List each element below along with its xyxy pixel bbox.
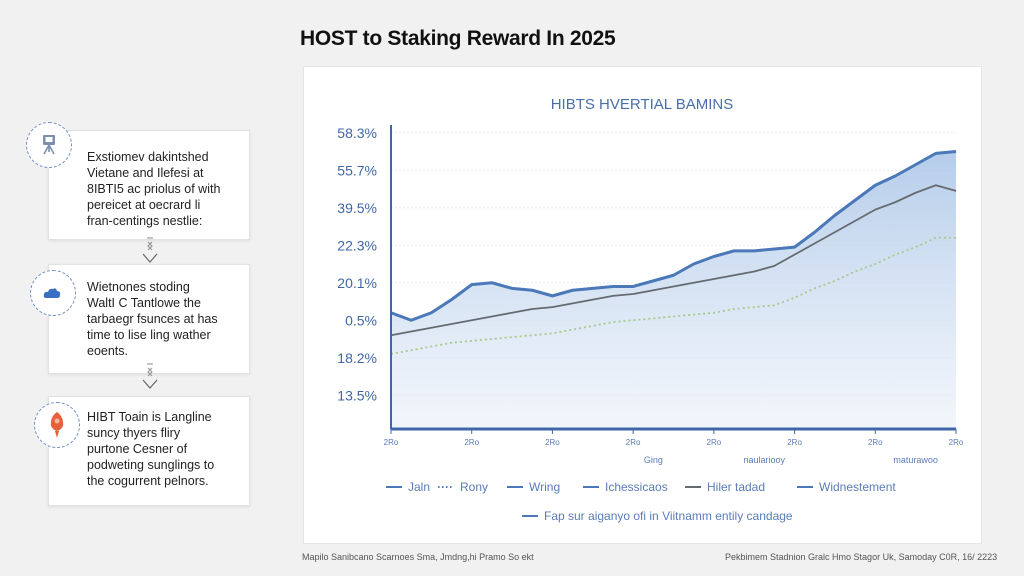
x-annotation: naulariooy [744, 455, 786, 465]
line-area-chart: HIBTS HVERTIAL BAMINS 58.3% 55.7% 39.5% 22.… [337, 96, 964, 523]
legend-label: Fap sur aiganyo ofi in Viitnamm entily c… [544, 509, 793, 523]
tripod-icon [26, 122, 72, 168]
x-tick-label: 2Ro [707, 438, 722, 447]
legend-item: Widnestement [797, 480, 896, 494]
step-1-line: 8IBTI5 ac priolus of with [87, 182, 221, 196]
cloud-icon [30, 270, 76, 316]
step-3-line: podweting sunglings to [87, 458, 215, 472]
x-tick-label: 2Ro [868, 438, 883, 447]
step-3-line: purtone Cesner of [87, 442, 188, 456]
legend-label: Jaln [408, 480, 430, 494]
step-1-line: Exstiomev dakintshed [87, 150, 209, 164]
x-tick-label: 2Ro [626, 438, 641, 447]
footer-credit: Pekbimem Stadnion Gralc Hmo Stagor Uk, S… [725, 552, 998, 562]
step-2-line: Wietnones stoding [87, 280, 190, 294]
y-tick-label: 13.5% [337, 387, 377, 403]
step-2-line: eoents. [87, 344, 129, 358]
down-arrow-icon [142, 363, 158, 389]
step-card-1: Exstiomev dakintshed Vietane and Ilefesi… [48, 130, 250, 240]
legend-label: Widnestement [819, 480, 896, 494]
rocket-icon [34, 402, 80, 448]
legend-label: Rony [460, 480, 488, 494]
step-1-line: Vietane and Ilefesi at [87, 166, 204, 180]
chart-title: HIBTS HVERTIAL BAMINS [551, 96, 734, 113]
y-tick-label: 58.3% [337, 125, 377, 141]
step-3-text: HIBT Toain is Langline suncy thyers flir… [87, 409, 241, 489]
legend-item: Rony [438, 480, 488, 494]
x-annotation: maturawoo [893, 455, 938, 465]
step-3-line: suncy thyers fliry [87, 426, 181, 440]
step-1-line: pereicet at oecrard li [87, 198, 201, 212]
legend-label: Hiler tadad [707, 480, 765, 494]
y-tick-label: 22.3% [337, 237, 377, 253]
step-2-line: WaltI C Tantlowe the [87, 296, 201, 310]
legend-item: Ichessicaos [583, 480, 668, 494]
series-line-hiler-tadad [390, 184, 957, 337]
step-3-line: the cogurrent pelnors. [87, 474, 209, 488]
series-line-rony [390, 236, 956, 355]
step-card-2: Wietnones stoding WaltI C Tantlowe the t… [48, 264, 250, 374]
series-line-jaln [390, 150, 957, 322]
legend-item: Wring [507, 480, 560, 494]
page-title: HOST to Staking Reward In 2025 [300, 27, 616, 50]
step-2-text: Wietnones stoding WaltI C Tantlowe the t… [87, 279, 241, 359]
x-tick-label: 2Ro [545, 438, 560, 447]
y-tick-label: 39.5% [337, 200, 377, 216]
down-arrow-icon [142, 237, 158, 263]
step-1-text: Exstiomev dakintshed Vietane and Ilefesi… [87, 149, 241, 229]
legend-item: Jaln [386, 480, 430, 494]
legend-item: Hiler tadad [685, 480, 765, 494]
x-tick-label: 2Ro [949, 438, 964, 447]
step-1-line: fran-centings nestlie: [87, 214, 203, 228]
x-tick-label: 2Ro [464, 438, 479, 447]
series-area-fill [391, 151, 956, 429]
step-card-3: HIBT Toain is Langline suncy thyers flir… [48, 396, 250, 506]
y-tick-label: 0.5% [345, 312, 377, 328]
step-2-line: time to lise ling wather [87, 328, 211, 342]
y-tick-label: 55.7% [337, 162, 377, 178]
step-2-line: tarbaegr fsunces at has [87, 312, 218, 326]
step-3-line: HIBT Toain is Langline [87, 410, 212, 424]
y-tick-label: 18.2% [337, 350, 377, 366]
legend-label: Ichessicaos [605, 480, 668, 494]
legend-item: Fap sur aiganyo ofi in Viitnamm entily c… [522, 509, 793, 523]
legend-label: Wring [529, 480, 560, 494]
x-annotation: Ging [644, 455, 663, 465]
y-tick-label: 20.1% [337, 275, 377, 291]
footer-source: Mapilo Sanibcano Scarnoes Sma, Jmdng,hi … [302, 552, 534, 562]
chart-card: HIBTS HVERTIAL BAMINS 58.3% 55.7% 39.5% 22.… [303, 66, 982, 544]
x-tick-label: 2Ro [384, 438, 399, 447]
x-tick-label: 2Ro [787, 438, 802, 447]
